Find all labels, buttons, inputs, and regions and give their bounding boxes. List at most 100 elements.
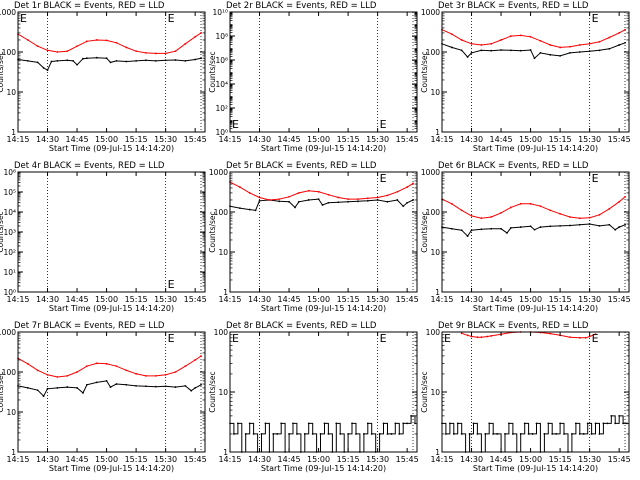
y-tick-label: 10¹ [3,268,16,277]
data-point-events [450,46,453,49]
data-point-events [85,383,88,386]
y-tick-label: 10² [215,104,228,113]
panel-title: Det 1r BLACK = Events, RED = LLD [14,1,165,11]
e-marker: E [380,118,387,131]
data-point-events [164,385,167,388]
x-tick-label: 14:45 [490,135,513,144]
data-point-events [125,60,128,63]
data-point-events [164,59,167,62]
data-point-events [115,383,118,385]
data-point-events [578,433,581,435]
data-point-events [460,229,463,232]
data-point-events [347,433,350,435]
x-tick-label: 15:00 [307,295,330,304]
panel-det-4: Det 4r BLACK = Events, RED = LLD E 14:15 14… [0,161,207,313]
e-marker: E [232,118,239,131]
data-point-lld [258,196,261,199]
plot-frame [17,331,206,453]
data-point-events [559,224,562,227]
data-point-events [50,60,53,63]
data-point-events [480,228,483,231]
data-point-events [519,226,522,228]
x-tick-label: 15:00 [307,135,330,144]
data-point-events [535,422,538,425]
data-point-events [539,226,542,228]
data-point-lld [200,32,202,34]
data-point-events [236,422,239,425]
plot-frame [229,11,418,133]
data-point-events [398,433,401,435]
x-tick-label: 14:45 [490,295,513,304]
data-point-events [586,422,589,425]
data-point-lld [588,42,591,45]
data-point-lld [470,214,473,217]
data-point-events [252,433,255,435]
data-point-events [594,422,597,425]
data-point-events [382,422,385,425]
data-point-events [390,433,393,435]
data-point-events [402,422,405,425]
data-point-events [588,50,591,53]
data-point-events [233,433,235,435]
data-point-lld [450,33,453,36]
data-point-events [248,422,251,425]
data-point-events [311,433,314,435]
plot-frame [441,171,630,293]
x-tick-label: 14:45 [490,455,513,464]
data-point-events [95,381,98,384]
data-point-lld [337,196,340,199]
data-point-events [357,200,359,203]
data-point-events [42,395,45,397]
e-marker: E [380,332,387,345]
data-point-lld [154,52,157,55]
y-tick-label: 10 [218,388,228,397]
panel-title: Det 5r BLACK = Events, RED = LLD [226,161,377,171]
data-point-events [362,433,365,435]
data-point-lld [618,32,621,34]
data-point-events [452,433,455,435]
data-point-events [490,227,493,230]
data-point-events [519,49,522,52]
data-point-events [376,199,379,201]
data-point-lld [500,39,502,41]
data-point-events [569,51,571,54]
data-point-events [539,51,542,54]
data-point-lld [184,42,187,45]
data-point-lld [519,34,522,37]
data-point-events [339,433,342,435]
data-point-events [319,433,322,435]
data-point-events [254,209,257,212]
data-point-lld [164,373,167,376]
y-tick-label: 10⁰ [215,128,228,137]
x-tick-label: 15:15 [337,135,360,144]
data-point-lld [618,200,621,203]
y-tick-label: 10⁴ [3,208,16,217]
x-tick-label: 15:30 [578,135,601,144]
data-point-lld [396,190,399,193]
data-point-events [569,224,571,227]
series-events [229,198,414,211]
data-point-events [504,433,506,435]
data-point-lld [36,369,39,372]
x-tick-label: 14:30 [460,455,483,464]
e-marker: E [232,332,239,345]
x-tick-label: 15:30 [366,135,389,144]
data-point-events [618,414,621,417]
data-point-events [559,422,562,425]
data-point-events [323,422,326,425]
series-events [441,223,626,237]
x-axis-label: Start Time (09-Jul-15 14:14:20) [261,464,386,473]
data-point-events [508,422,510,425]
data-point-events [321,204,324,206]
y-axis-label: Counts/sec [420,371,429,412]
x-tick-label: 15:00 [95,135,118,144]
series-lld [441,29,626,48]
data-point-lld [85,40,88,43]
data-point-events [618,226,621,228]
x-tick-label: 15:15 [549,135,572,144]
data-point-lld [480,336,483,339]
x-tick-label: 15:15 [549,295,572,304]
